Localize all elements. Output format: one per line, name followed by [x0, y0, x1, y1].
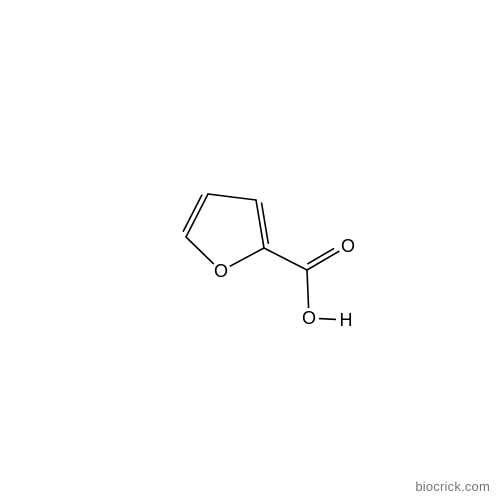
- watermark-text: biocrick.com: [415, 479, 490, 494]
- atom-label-H_oh: H: [340, 310, 353, 330]
- structure-canvas: O O O H: [0, 0, 500, 500]
- bonds-group: [183, 194, 339, 319]
- atom-label-O_oh: O: [302, 308, 316, 328]
- molecule-svg: O O O H: [0, 0, 500, 500]
- atom-label-O_ring: O: [214, 261, 228, 281]
- atom-label-O_dbl: O: [341, 236, 355, 256]
- atom-labels-group: O O O H: [211, 236, 358, 330]
